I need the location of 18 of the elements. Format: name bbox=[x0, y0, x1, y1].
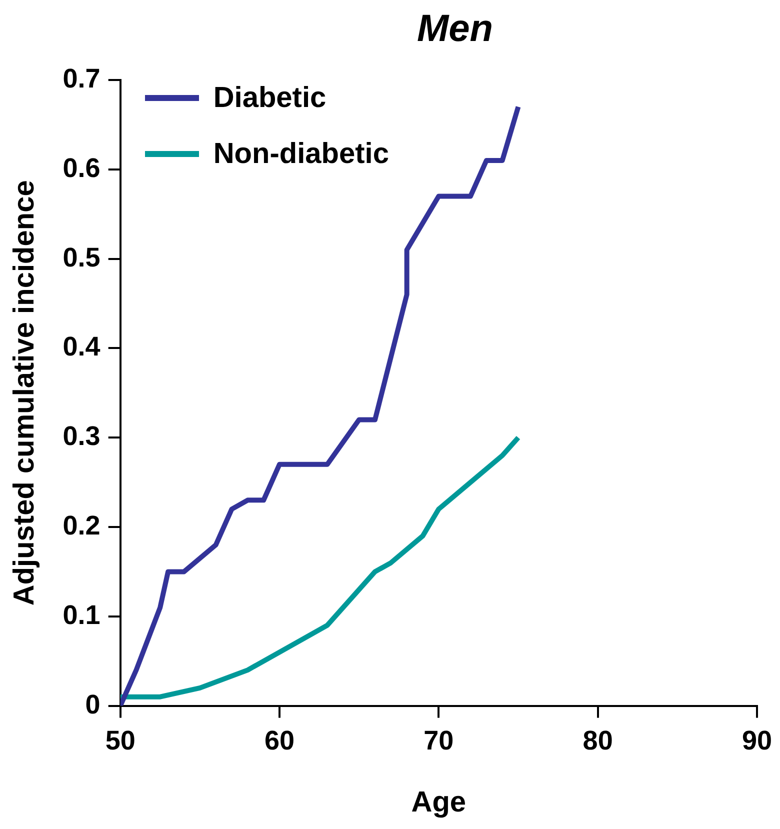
legend-label: Diabetic bbox=[213, 82, 326, 114]
legend-label: Non-diabetic bbox=[213, 138, 389, 170]
y-tick-label: 0.5 bbox=[62, 242, 100, 272]
x-tick-label: 80 bbox=[582, 725, 613, 756]
x-tick-label: 90 bbox=[742, 725, 772, 756]
x-tick-label: 60 bbox=[264, 725, 295, 756]
y-tick-label: 0.3 bbox=[62, 421, 100, 452]
y-tick-label: 0.6 bbox=[62, 152, 100, 183]
x-tick-label: 70 bbox=[424, 725, 454, 756]
chart-title: Men bbox=[416, 8, 494, 51]
y-tick-label: 0.1 bbox=[62, 600, 100, 630]
y-axis-title: Adjusted cumulative incidence bbox=[8, 180, 40, 606]
y-tick-label: 0.4 bbox=[62, 332, 100, 362]
x-axis-title: Age bbox=[411, 786, 466, 819]
x-tick-label: 50 bbox=[105, 725, 136, 756]
y-tick-label: 0 bbox=[85, 689, 100, 720]
y-tick-label: 0.2 bbox=[62, 510, 100, 540]
y-tick-label: 0.7 bbox=[62, 63, 100, 94]
